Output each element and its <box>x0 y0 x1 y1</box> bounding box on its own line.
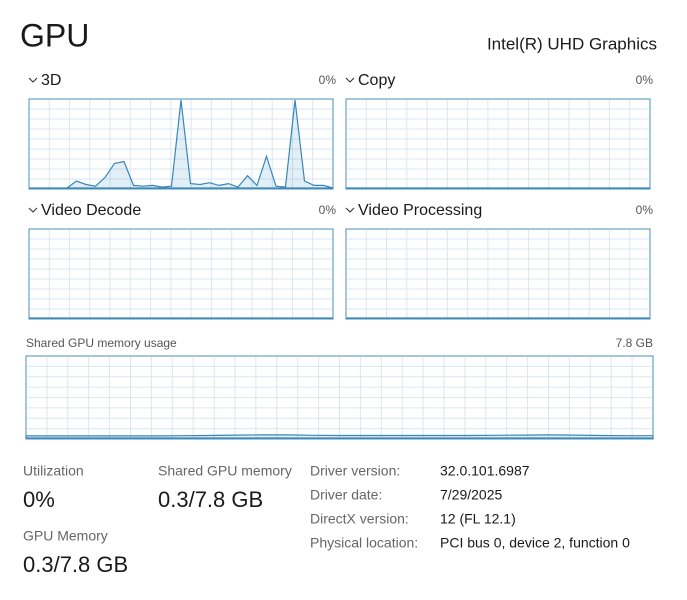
details: Driver version: 32.0.101.6987 Driver date:… <box>310 463 630 551</box>
page-title: GPU <box>20 17 89 53</box>
stat-label: Shared GPU memory <box>158 463 292 479</box>
detail-value: 12 (FL 12.1) <box>440 511 516 527</box>
stat-label: Utilization <box>23 463 84 479</box>
stat-value: 0.3/7.8 GB <box>158 487 263 512</box>
expand-chevron[interactable] <box>345 207 355 213</box>
expand-chevron[interactable] <box>345 77 355 83</box>
engine-name: Copy <box>358 72 395 89</box>
engine-name: Video Processing <box>358 202 482 219</box>
graph-frame <box>28 98 334 190</box>
detail-label: Driver date: <box>310 487 382 503</box>
graph-frame <box>28 228 334 320</box>
detail-value: 7/29/2025 <box>440 487 502 503</box>
engine-percent: 0% <box>319 73 337 87</box>
detail-label: DirectX version: <box>310 511 409 527</box>
engine-name: Video Decode <box>41 202 141 219</box>
stat-value: 0.3/7.8 GB <box>23 552 128 577</box>
detail-value: PCI bus 0, device 2, function 0 <box>440 535 630 551</box>
usage-trace <box>25 434 654 439</box>
engine-percent: 0% <box>319 203 337 217</box>
expand-chevron[interactable] <box>28 207 38 213</box>
engine-percent: 0% <box>636 203 654 217</box>
graph-frame <box>345 98 651 190</box>
expand-chevron[interactable] <box>28 77 38 83</box>
stat-value: 0% <box>23 487 55 512</box>
detail-label: Physical location: <box>310 535 418 551</box>
graph-max: 7.8 GB <box>616 336 653 350</box>
engine-percent: 0% <box>636 73 654 87</box>
detail-label: Driver version: <box>310 463 400 479</box>
graph-frame <box>345 228 651 320</box>
usage-trace <box>29 99 334 189</box>
stat-label: GPU Memory <box>23 528 108 544</box>
engine-name: 3D <box>41 72 61 89</box>
detail-value: 32.0.101.6987 <box>440 463 530 479</box>
adapter-name: Intel(R) UHD Graphics <box>487 34 657 53</box>
graphs: 3D 0% Copy 0% Video Decode 0% Video Processing… <box>25 72 654 440</box>
graph-label: Shared GPU memory usage <box>26 336 177 350</box>
